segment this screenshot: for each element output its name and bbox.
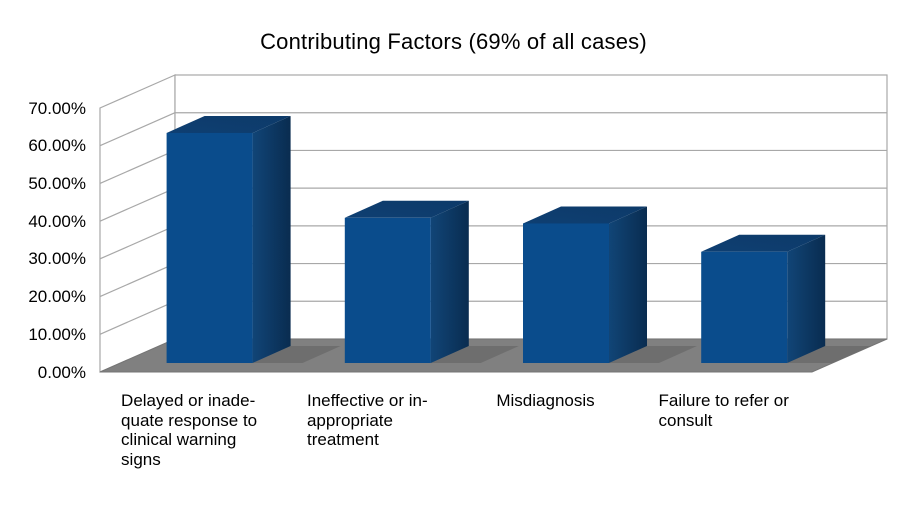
gridline-left-wall <box>99 187 176 222</box>
y-axis-tick-label: 30.00% <box>28 249 86 269</box>
bar-top-face <box>344 200 469 218</box>
bar-shadow <box>430 346 519 363</box>
x-axis-category-label: Ineffective or in-appropriate treatment <box>307 391 428 450</box>
bar-front-face <box>166 132 253 363</box>
gridline-left-wall <box>99 112 176 147</box>
bar-top-face <box>166 115 291 133</box>
x-axis-category-label: Misdiagnosis <box>496 391 594 411</box>
chart-title: Contributing Factors (69% of all cases) <box>260 29 647 54</box>
x-axis-category-label-line: quate response to <box>121 410 258 430</box>
x-axis-category-label-line: appropriate <box>306 410 393 430</box>
bar-top-face <box>701 234 826 252</box>
y-axis-tick-label: 10.00% <box>28 324 86 344</box>
bar-side-face <box>252 115 291 363</box>
y-axis-tick-label: 0.00% <box>37 362 86 382</box>
bar-side-face <box>787 234 826 363</box>
bar-front-face <box>701 251 788 363</box>
x-axis-category-label-line: Delayed or inade- <box>121 391 256 410</box>
gridline-left-wall <box>99 263 176 298</box>
y-axis-tick-label: 70.00% <box>28 98 86 118</box>
bar-top-face <box>523 206 647 224</box>
left-wall <box>99 74 176 373</box>
x-axis-category-label-line: Ineffective or in- <box>306 391 428 410</box>
x-axis-category-label-line: treatment <box>306 430 379 449</box>
gridline-left-wall <box>99 225 176 260</box>
x-axis-category-label-line: Misdiagnosis <box>496 391 595 410</box>
y-axis-tick-label: 60.00% <box>28 136 86 156</box>
x-axis-category-label: Delayed or inade-quate response to clinic… <box>121 391 257 469</box>
bar-shadow <box>252 346 341 363</box>
x-axis-category-label-line: signs <box>121 449 161 469</box>
bar-shadow <box>787 346 876 363</box>
bar-front-face <box>523 223 609 363</box>
gridline-left-wall <box>99 149 176 184</box>
bar-shadow <box>609 346 697 363</box>
bar-side-face <box>430 200 469 363</box>
bar-front-face <box>344 217 431 363</box>
y-axis-tick-label: 40.00% <box>28 211 86 231</box>
bar-side-face <box>609 206 647 363</box>
gridline-left-wall <box>99 300 176 335</box>
x-axis-category-label: Failure to refer or consult <box>658 391 788 430</box>
x-axis-category-label-line: consult <box>658 410 713 430</box>
x-axis-category-label-line: clinical warning <box>121 430 237 449</box>
y-axis-tick-label: 20.00% <box>28 287 86 307</box>
x-axis-category-label-line: Failure to refer or <box>658 391 789 410</box>
y-axis-tick-label: 50.00% <box>28 173 86 193</box>
